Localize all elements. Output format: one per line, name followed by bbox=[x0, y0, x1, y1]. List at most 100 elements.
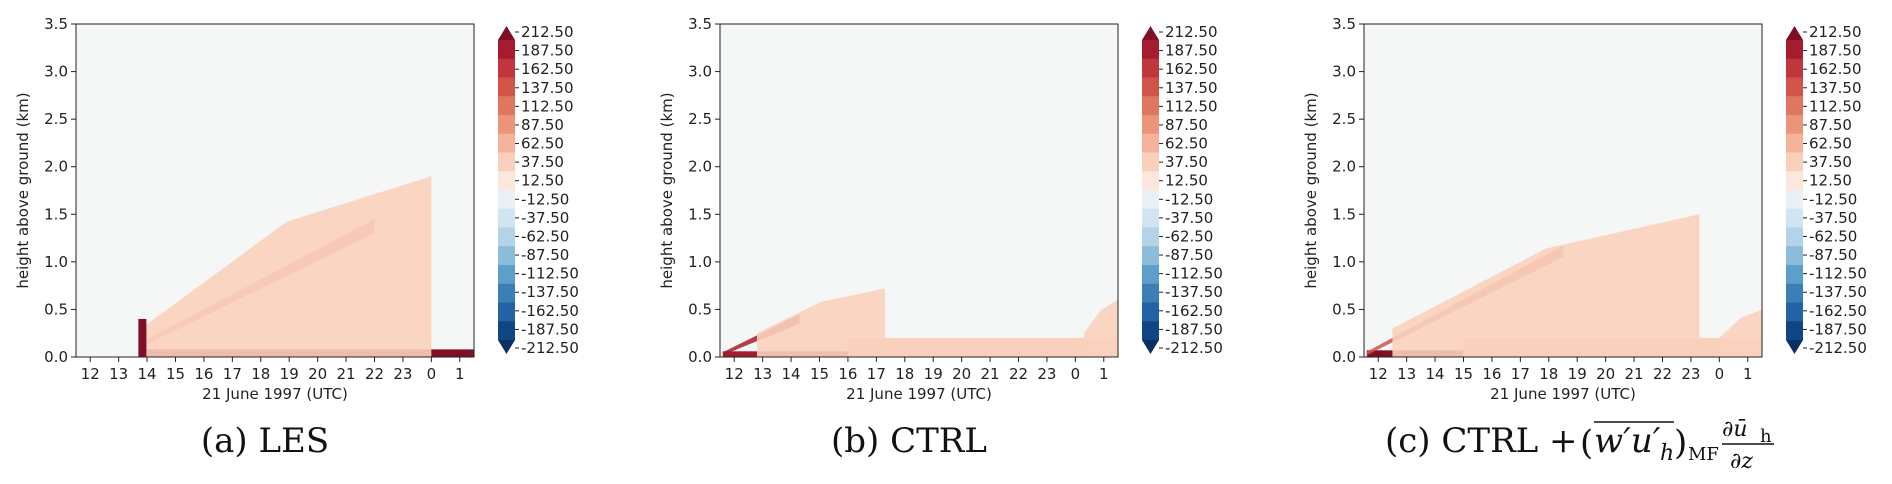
ctrl_mf-diffuse-region bbox=[1392, 214, 1700, 357]
x-tick-label: 12 bbox=[725, 365, 744, 383]
colorbar: 212.50187.50162.50137.50112.5087.5062.50… bbox=[1142, 23, 1223, 357]
colorbar-segment bbox=[1142, 208, 1159, 228]
panel-caption: (b) CTRL bbox=[831, 421, 987, 461]
colorbar-segment bbox=[1142, 265, 1159, 285]
x-tick-label: 23 bbox=[1681, 365, 1700, 383]
plot-area bbox=[722, 288, 1118, 357]
colorbar-tick-label: 112.50 bbox=[1809, 97, 1862, 115]
y-tick-label: 2.0 bbox=[1332, 158, 1356, 176]
x-tick-label: 20 bbox=[1596, 365, 1615, 383]
ctrl_mf-residual-layer bbox=[1463, 337, 1762, 357]
y-tick-label: 0.0 bbox=[44, 348, 68, 366]
y-tick-label: 3.0 bbox=[1332, 63, 1356, 81]
colorbar-tick-label: -12.50 bbox=[1809, 190, 1857, 208]
x-tick-label: 14 bbox=[1426, 365, 1445, 383]
colorbar-tick-label: 162.50 bbox=[521, 60, 574, 78]
colorbar-segment bbox=[1786, 96, 1803, 116]
colorbar-tick-label: 137.50 bbox=[1165, 79, 1218, 97]
y-tick-label: 1.5 bbox=[44, 205, 68, 223]
colorbar-tick-label: 37.50 bbox=[1165, 153, 1208, 171]
x-tick-label: 1 bbox=[455, 365, 465, 383]
colorbar-segment bbox=[498, 171, 515, 191]
colorbar-segment bbox=[1786, 246, 1803, 266]
caption-flux-sub: h bbox=[1660, 441, 1674, 466]
x-tick-label: 22 bbox=[365, 365, 384, 383]
colorbar-segment bbox=[1142, 190, 1159, 210]
colorbar-segment bbox=[498, 133, 515, 153]
colorbar-segment bbox=[1142, 77, 1159, 97]
y-axis-label: height above ground (km) bbox=[1302, 92, 1320, 288]
y-tick-label: 2.5 bbox=[44, 110, 68, 128]
x-tick-label: 18 bbox=[1539, 365, 1558, 383]
colorbar-segment bbox=[1786, 283, 1803, 303]
colorbar-tick-label: -112.50 bbox=[521, 265, 579, 283]
colorbar-tick-label: -137.50 bbox=[1165, 283, 1223, 301]
colorbar-tick-label: -212.50 bbox=[1165, 339, 1223, 357]
x-tick-label: 20 bbox=[308, 365, 327, 383]
colorbar-tick-label: -62.50 bbox=[521, 227, 569, 245]
colorbar-segment bbox=[1786, 190, 1803, 210]
x-tick-label: 16 bbox=[1482, 365, 1501, 383]
colorbar-tick-label: 162.50 bbox=[1165, 60, 1218, 78]
colorbar-segment bbox=[1142, 40, 1159, 60]
y-tick-label: 3.5 bbox=[688, 15, 712, 33]
caption-flux: w′u′ bbox=[1594, 421, 1661, 461]
colorbar-segment bbox=[1142, 302, 1159, 322]
colorbar-segment bbox=[1786, 152, 1803, 172]
y-tick-label: 0.5 bbox=[44, 300, 68, 318]
colorbar-tick-label: 137.50 bbox=[1809, 79, 1862, 97]
colorbar-tick-label: -137.50 bbox=[1809, 283, 1867, 301]
colorbar-segment bbox=[498, 40, 515, 60]
colorbar-extend-bottom bbox=[498, 340, 515, 354]
panel-ctrl: 0.0 0.5 1.0 1.5 2.0 2.5 3.0 3.5 12 13 14 15 16 17 18 19… bbox=[658, 15, 1223, 461]
y-tick-label: 1.0 bbox=[1332, 253, 1356, 271]
colorbar-segment bbox=[1786, 40, 1803, 60]
x-tick-label: 19 bbox=[280, 365, 299, 383]
x-tick-label: 12 bbox=[1369, 365, 1388, 383]
les-onset-spike bbox=[138, 318, 147, 357]
colorbar-tick-label: 12.50 bbox=[521, 172, 564, 190]
caption-deriv-den: ∂z bbox=[1730, 449, 1753, 474]
colorbar-segment bbox=[1786, 58, 1803, 78]
y-axis-label: height above ground (km) bbox=[14, 92, 32, 288]
colorbar-tick-label: -12.50 bbox=[521, 190, 569, 208]
ctrl-rising-tail bbox=[1083, 299, 1118, 357]
colorbar-tick-label: -37.50 bbox=[1809, 209, 1857, 227]
colorbar-segment bbox=[498, 302, 515, 322]
x-tick-label: 18 bbox=[251, 365, 270, 383]
colorbar-segment bbox=[498, 190, 515, 210]
colorbar-tick-label: 87.50 bbox=[1809, 116, 1852, 134]
x-tick-label: 16 bbox=[194, 365, 213, 383]
colorbar-tick-label: -162.50 bbox=[1165, 302, 1223, 320]
x-tick-label: 15 bbox=[1454, 365, 1473, 383]
colorbar-segment bbox=[498, 265, 515, 285]
colorbar-tick-label: 112.50 bbox=[1165, 97, 1218, 115]
colorbar-tick-label: 187.50 bbox=[1809, 42, 1862, 60]
colorbar-extend-bottom bbox=[1786, 340, 1803, 354]
y-tick-label: 3.0 bbox=[44, 63, 68, 81]
colorbar-tick-label: -87.50 bbox=[521, 246, 569, 264]
colorbar-segment bbox=[1786, 77, 1803, 97]
colorbar-segment bbox=[1786, 227, 1803, 247]
ctrl_mf-rising-tail bbox=[1719, 309, 1762, 357]
colorbar-tick-label: -137.50 bbox=[521, 283, 579, 301]
colorbar-segment bbox=[498, 96, 515, 116]
x-tick-label: 17 bbox=[867, 365, 886, 383]
x-tick-label: 15 bbox=[166, 365, 185, 383]
x-axis-label: 21 June 1997 (UTC) bbox=[202, 385, 348, 403]
colorbar-tick-label: -62.50 bbox=[1165, 227, 1213, 245]
colorbar-tick-label: 187.50 bbox=[521, 42, 574, 60]
y-tick-label: 0.0 bbox=[688, 348, 712, 366]
x-tick-label: 17 bbox=[223, 365, 242, 383]
x-tick-label: 21 bbox=[981, 365, 1000, 383]
panel-ctrl_mf: 0.0 0.5 1.0 1.5 2.0 2.5 3.0 3.5 12 13 14 15 16 17 18 19… bbox=[1302, 15, 1867, 403]
colorbar-segment bbox=[498, 77, 515, 97]
colorbar-segment bbox=[1786, 208, 1803, 228]
colorbar-tick-label: -187.50 bbox=[521, 320, 579, 338]
plot-frame bbox=[1363, 23, 1763, 358]
x-tick-label: 14 bbox=[138, 365, 157, 383]
plot-area bbox=[138, 176, 474, 357]
x-tick-label: 20 bbox=[952, 365, 971, 383]
x-tick-label: 22 bbox=[1009, 365, 1028, 383]
colorbar-segment bbox=[1142, 227, 1159, 247]
